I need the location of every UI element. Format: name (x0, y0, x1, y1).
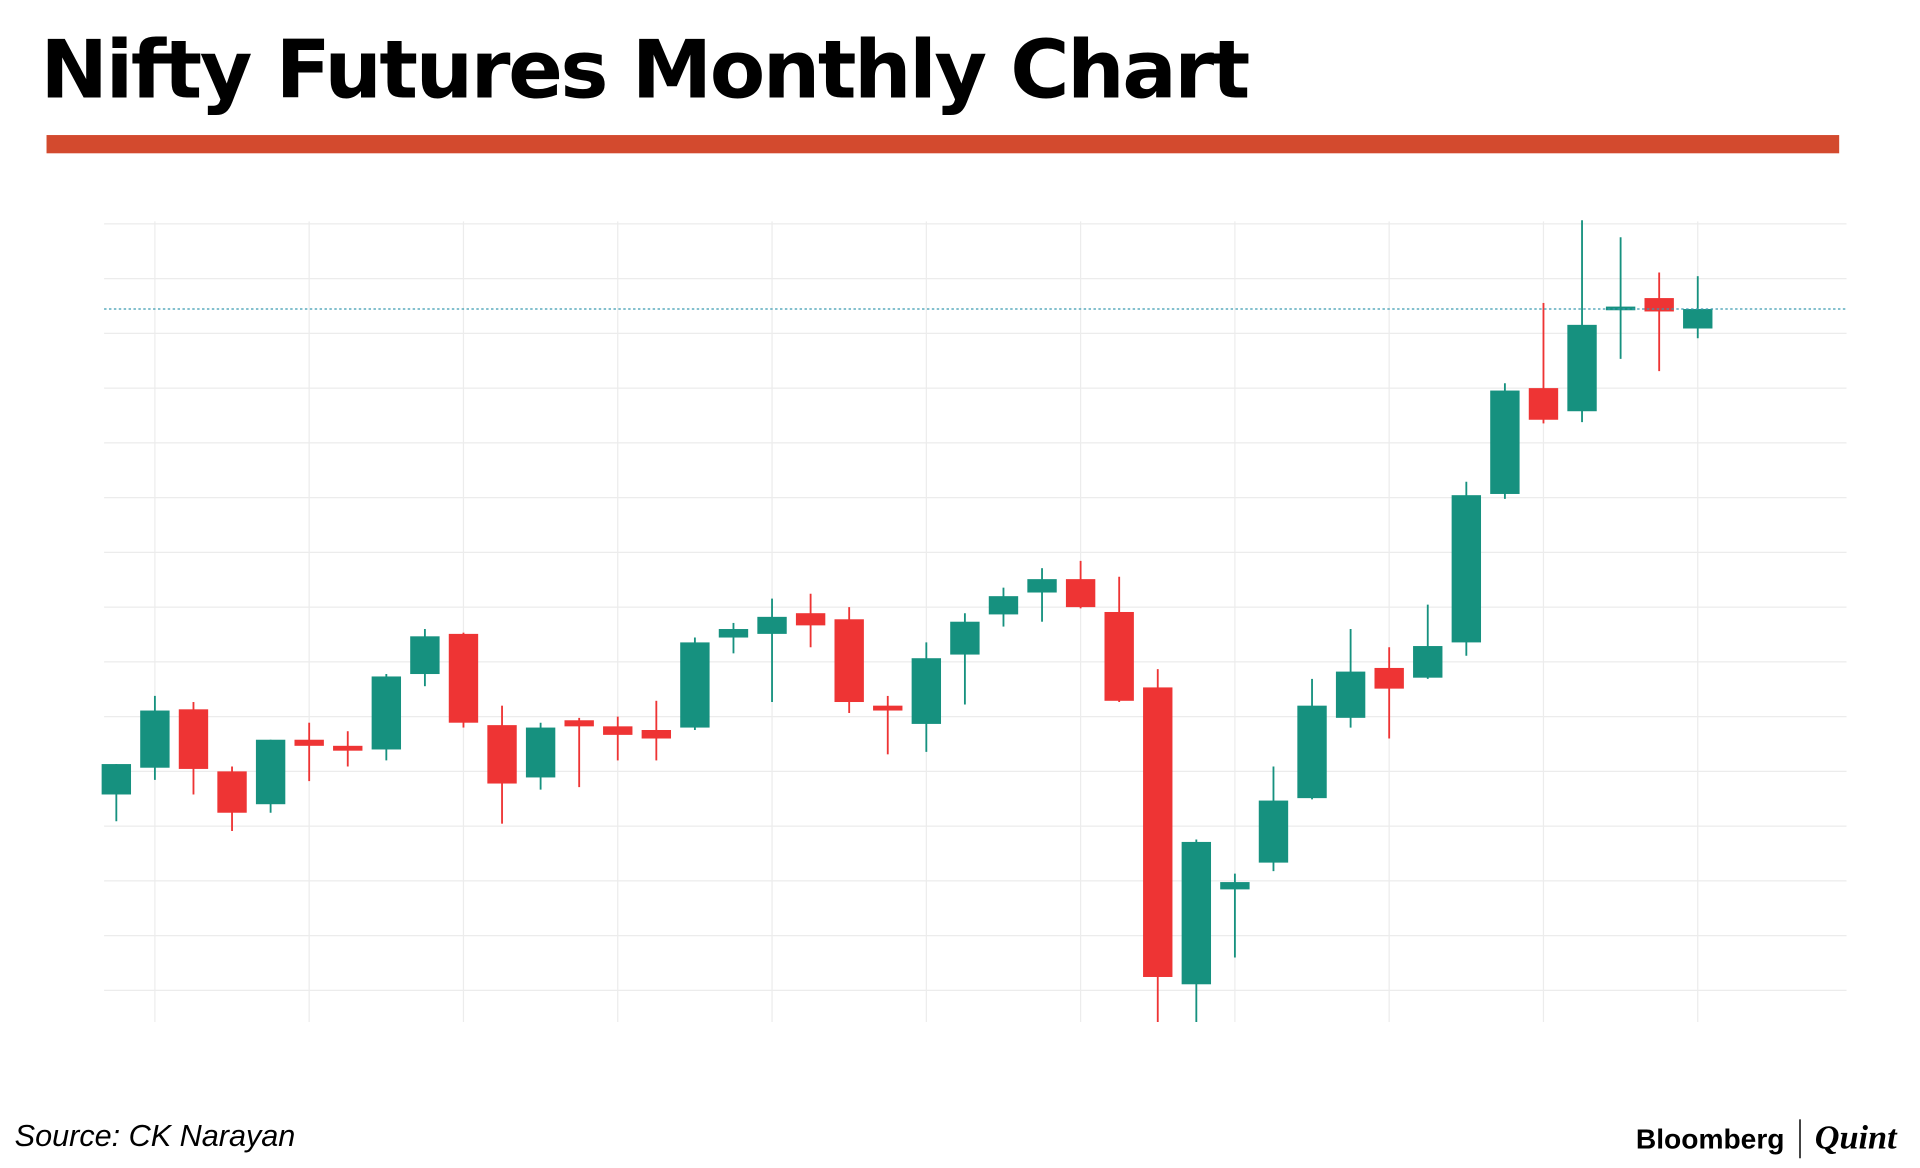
candle-body (487, 725, 517, 784)
title-rule (46, 135, 1840, 154)
candle-body (448, 633, 479, 723)
brand: Bloomberg (1636, 1124, 1785, 1155)
candle-body (525, 727, 556, 778)
candle-body (217, 771, 247, 813)
candle-body (680, 642, 710, 728)
candle-body (1644, 298, 1674, 312)
chart-title: Nifty Futures Monthly Chart (40, 23, 1248, 117)
candle-body (564, 720, 594, 727)
candle-body (641, 730, 672, 739)
candle-body (1451, 495, 1482, 643)
candle-body (371, 676, 402, 750)
candle-body (1258, 800, 1289, 863)
candle-body (1220, 882, 1250, 890)
candle-body (834, 619, 864, 703)
candle-body (988, 596, 1019, 615)
candle-body (757, 616, 787, 634)
candle-body (1027, 579, 1057, 593)
candle-body (255, 739, 286, 805)
candle-body (1605, 306, 1636, 311)
candle-body (333, 745, 363, 751)
candle-body (603, 726, 633, 735)
candle-body (1413, 646, 1443, 678)
candle-body (1567, 324, 1597, 412)
candle-body (1297, 705, 1327, 799)
candle-body (873, 705, 903, 711)
plot (101, 220, 1847, 1022)
candle-body (718, 629, 749, 638)
candle-body (911, 658, 942, 724)
candle-body (410, 636, 440, 675)
candle-body (1683, 309, 1713, 329)
candle-body (1181, 841, 1212, 985)
candle-body (1374, 667, 1404, 689)
candle-body (1143, 687, 1173, 977)
candle-body (178, 709, 209, 769)
candle-body (1335, 671, 1366, 718)
candle-body (1065, 579, 1096, 608)
candle-body (1490, 390, 1520, 494)
candle-body (1528, 388, 1559, 420)
candle-body (950, 621, 980, 655)
candle-body (795, 613, 826, 626)
candle-body (140, 710, 170, 768)
candle-body (101, 764, 132, 795)
brand-quint: Quint (1815, 1120, 1898, 1157)
candle-body (1104, 611, 1134, 701)
candle-body (294, 739, 324, 746)
source: Source: CK Narayan (15, 1119, 296, 1153)
